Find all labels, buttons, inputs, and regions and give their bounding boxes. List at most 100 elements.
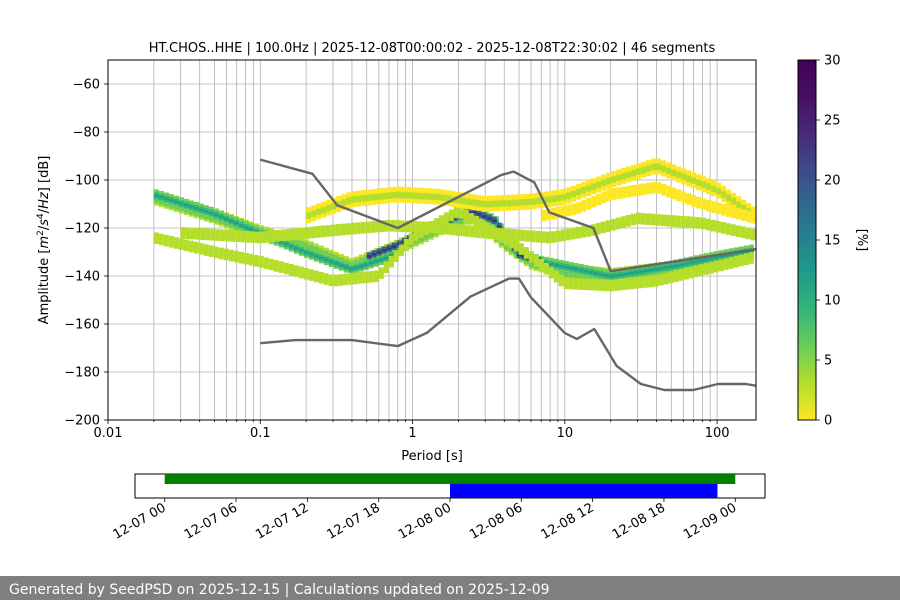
heatmap-cell xyxy=(546,204,552,208)
heatmap-cell xyxy=(378,255,384,259)
heatmap-cell xyxy=(726,209,732,213)
heatmap-cell xyxy=(410,225,416,229)
heatmap-cell xyxy=(616,182,622,186)
heatmap-cell xyxy=(531,206,537,210)
heatmap-cell xyxy=(628,277,634,281)
heatmap-cell xyxy=(205,230,211,234)
heatmap-cell xyxy=(173,195,179,199)
heatmap-cell xyxy=(470,227,476,231)
heatmap-cell xyxy=(188,247,194,251)
heatmap-cell xyxy=(333,259,339,263)
heatmap-cell xyxy=(260,231,266,235)
heatmap-cell xyxy=(651,171,657,175)
heatmap-cell xyxy=(563,274,569,278)
heatmap-cell xyxy=(496,195,502,199)
heatmap-cell xyxy=(516,207,522,211)
heatmap-cell xyxy=(603,267,609,271)
heatmap-cell xyxy=(715,220,721,224)
heatmap-cell xyxy=(645,219,651,223)
heatmap-cell xyxy=(396,195,402,199)
heatmap-cell xyxy=(460,231,466,235)
heatmap-cell xyxy=(223,219,229,223)
heatmap-cell xyxy=(303,254,309,258)
heatmap-cell xyxy=(328,257,334,261)
colorbar-tick-label: 15 xyxy=(824,234,841,249)
heatmap-cell xyxy=(218,215,224,218)
heatmap-cell xyxy=(450,232,456,236)
heatmap-cell xyxy=(675,222,681,226)
heatmap-cell xyxy=(636,190,642,194)
heatmap-cell xyxy=(566,198,572,202)
heatmap-cell xyxy=(446,194,452,198)
heatmap-cell xyxy=(445,225,451,229)
heatmap-cell xyxy=(663,279,669,283)
heatmap-cell xyxy=(556,196,562,200)
heatmap-cell xyxy=(538,258,544,262)
heatmap-cell xyxy=(305,229,311,233)
heatmap-cell xyxy=(336,198,342,202)
heatmap-cell xyxy=(193,250,199,254)
heatmap-cell xyxy=(218,212,224,216)
heatmap-cell xyxy=(248,225,254,229)
heatmap-cell xyxy=(173,237,179,241)
heatmap-cell xyxy=(626,172,632,176)
heatmap-cell xyxy=(366,254,372,258)
heatmap-cell xyxy=(528,266,534,270)
heatmap-cell xyxy=(653,277,659,281)
heatmap-cell xyxy=(510,233,516,237)
heatmap-cell xyxy=(518,251,524,255)
heatmap-cell xyxy=(250,237,256,241)
heatmap-cell xyxy=(603,286,609,289)
heatmap-cell xyxy=(441,196,447,199)
heatmap-cell xyxy=(695,225,701,229)
heatmap-cell xyxy=(683,259,689,263)
heatmap-cell xyxy=(568,270,574,274)
heatmap-cell xyxy=(488,224,494,228)
heatmap-cell xyxy=(403,241,409,244)
heatmap-cell xyxy=(315,230,321,234)
heatmap-cell xyxy=(248,258,254,262)
heatmap-cell xyxy=(678,265,684,268)
heatmap-cell xyxy=(721,192,727,196)
heatmap-cell xyxy=(440,229,446,233)
heatmap-cell xyxy=(436,188,442,192)
heatmap-cell xyxy=(720,228,726,232)
heatmap-cell xyxy=(288,268,294,272)
heatmap-cell xyxy=(708,252,714,256)
heatmap-cell xyxy=(471,210,477,214)
heatmap-cell xyxy=(448,213,454,217)
heatmap-cell xyxy=(638,283,644,287)
heatmap-cell xyxy=(636,174,642,177)
heatmap-cell xyxy=(395,222,401,226)
heatmap-cell xyxy=(353,265,359,269)
heatmap-cell xyxy=(326,206,332,210)
heatmap-cell xyxy=(573,267,579,271)
heatmap-cell xyxy=(553,279,559,283)
heatmap-cell xyxy=(491,204,497,208)
heatmap-cell xyxy=(408,245,414,249)
heatmap-cell xyxy=(308,245,314,249)
heatmap-cell xyxy=(633,285,639,289)
heatmap-cell xyxy=(408,239,414,243)
heatmap-cell xyxy=(546,195,552,199)
heatmap-cell xyxy=(366,189,372,193)
heatmap-cell xyxy=(613,273,619,277)
heatmap-cell xyxy=(361,196,367,200)
heatmap-cell xyxy=(583,267,589,271)
heatmap-cell xyxy=(163,234,169,238)
heatmap-cell xyxy=(531,195,537,199)
heatmap-cell xyxy=(736,214,742,218)
heatmap-cell xyxy=(253,255,259,258)
heatmap-cell xyxy=(496,224,502,228)
heatmap-cell xyxy=(421,200,427,204)
heatmap-cell xyxy=(343,256,349,260)
heatmap-cell xyxy=(706,180,712,184)
heatmap-cell xyxy=(553,261,559,264)
heatmap-cell xyxy=(316,207,322,211)
heatmap-cell xyxy=(273,242,279,246)
heatmap-cell xyxy=(563,277,569,281)
heatmap-cell xyxy=(193,246,199,250)
heatmap-cell xyxy=(353,263,359,267)
heatmap-cell xyxy=(490,227,496,231)
heatmap-cell xyxy=(558,276,564,280)
